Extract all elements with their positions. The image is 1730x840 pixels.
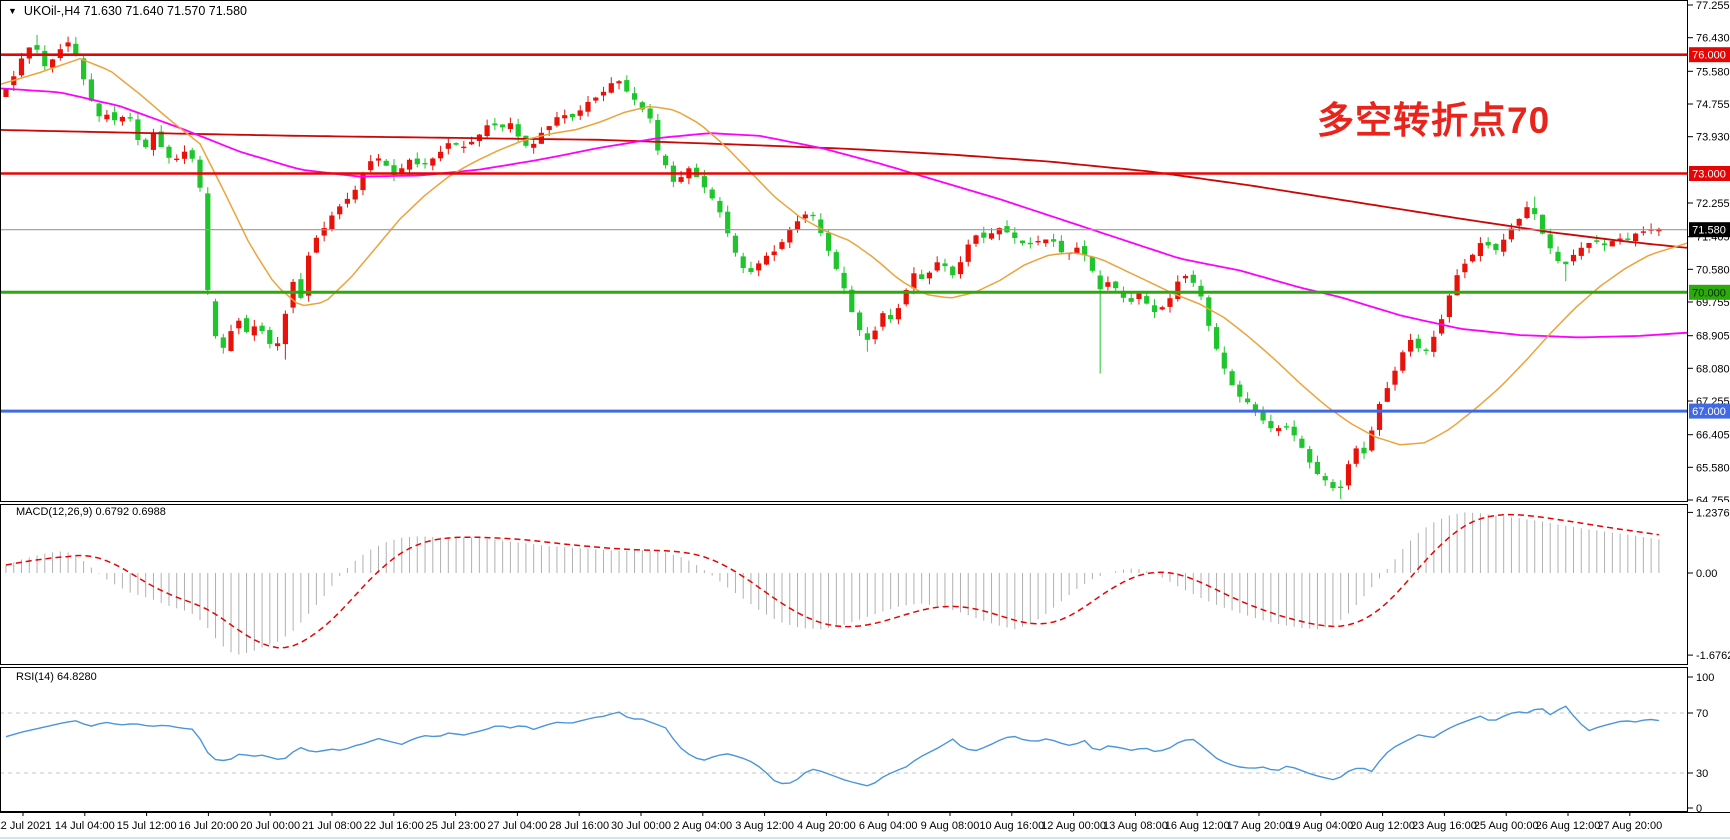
rsi-label: RSI(14) 64.8280	[16, 671, 97, 683]
time-axis[interactable]: 12 Jul 2021 14 Jul 04:00 15 Jul 12:00 16 Ju…	[0, 812, 1730, 840]
rsi-axis-labels: 100 70 30 0	[1688, 672, 1714, 812]
window-bottom-strip	[0, 837, 1730, 839]
svg-text:68.080: 68.080	[1696, 363, 1730, 375]
svg-text:12 Aug 00:00: 12 Aug 00:00	[1041, 820, 1106, 832]
horizontal-level-lines[interactable]	[0, 53, 1688, 413]
rsi-line	[5, 705, 1659, 787]
svg-text:66.405: 66.405	[1696, 430, 1730, 442]
svg-text:70.580: 70.580	[1696, 264, 1730, 276]
svg-text:75.580: 75.580	[1696, 66, 1730, 78]
svg-text:27 Jul 04:00: 27 Jul 04:00	[487, 820, 547, 832]
svg-text:9 Aug 08:00: 9 Aug 08:00	[921, 820, 980, 832]
svg-text:13 Aug 08:00: 13 Aug 08:00	[1103, 820, 1168, 832]
svg-text:25 Aug 00:00: 25 Aug 00:00	[1474, 820, 1539, 832]
svg-text:20 Aug 12:00: 20 Aug 12:00	[1350, 820, 1415, 832]
svg-text:68.905: 68.905	[1696, 331, 1730, 343]
rsi-level-lines	[0, 712, 1688, 774]
svg-text:27 Aug 20:00: 27 Aug 20:00	[1597, 820, 1662, 832]
chart-title-bar: ▼ UKOil-,H4 71.630 71.640 71.570 71.580	[8, 4, 247, 18]
svg-text:76.430: 76.430	[1696, 33, 1730, 45]
rsi-panel[interactable]: 100 70 30 0	[0, 667, 1730, 812]
symbol-dropdown-icon[interactable]: ▼	[8, 6, 17, 16]
svg-text:70: 70	[1696, 708, 1708, 720]
svg-text:23 Aug 16:00: 23 Aug 16:00	[1412, 820, 1477, 832]
svg-text:20 Jul 00:00: 20 Jul 00:00	[240, 820, 300, 832]
svg-text:25 Jul 23:00: 25 Jul 23:00	[426, 820, 486, 832]
svg-text:3 Aug 12:00: 3 Aug 12:00	[735, 820, 794, 832]
svg-text:-1.6762: -1.6762	[1696, 650, 1730, 662]
price-line-badges: 76.000 73.000 70.000 67.000 71.580	[1689, 47, 1730, 419]
time-axis-labels: 12 Jul 2021 14 Jul 04:00 15 Jul 12:00 16 Ju…	[0, 812, 1662, 832]
macd-label: MACD(12,26,9) 0.6792 0.6988	[16, 506, 166, 518]
svg-text:30 Jul 00:00: 30 Jul 00:00	[611, 820, 671, 832]
svg-text:73.000: 73.000	[1692, 169, 1726, 181]
main-chart-panel[interactable]: 77.25576.43075.58074.75573.93072.25571.4…	[0, 0, 1730, 502]
svg-text:21 Jul 08:00: 21 Jul 08:00	[302, 820, 362, 832]
svg-text:71.580: 71.580	[1692, 225, 1726, 237]
macd-panel-border	[0, 504, 1688, 665]
svg-text:73.930: 73.930	[1696, 132, 1730, 144]
ma-medium-line	[0, 87, 1689, 339]
svg-text:26 Aug 12:00: 26 Aug 12:00	[1536, 820, 1601, 832]
svg-text:17 Aug 20:00: 17 Aug 20:00	[1227, 820, 1292, 832]
svg-text:70.000: 70.000	[1692, 287, 1726, 299]
svg-text:22 Jul 16:00: 22 Jul 16:00	[364, 820, 424, 832]
macd-histogram	[5, 512, 1660, 655]
svg-text:16 Aug 12:00: 16 Aug 12:00	[1165, 820, 1230, 832]
svg-text:15 Jul 12:00: 15 Jul 12:00	[117, 820, 177, 832]
svg-text:28 Jul 16:00: 28 Jul 16:00	[549, 820, 609, 832]
svg-text:6 Aug 04:00: 6 Aug 04:00	[859, 820, 918, 832]
svg-text:72.255: 72.255	[1696, 198, 1730, 210]
svg-text:0: 0	[1696, 803, 1702, 812]
macd-signal-line	[5, 513, 1659, 649]
svg-text:1.2376: 1.2376	[1696, 507, 1730, 519]
svg-text:14 Jul 04:00: 14 Jul 04:00	[55, 820, 115, 832]
svg-text:74.755: 74.755	[1696, 99, 1730, 111]
svg-text:100: 100	[1696, 672, 1714, 684]
svg-text:12 Jul 2021: 12 Jul 2021	[0, 820, 51, 832]
ma-slow-line	[0, 129, 1689, 249]
rsi-panel-border	[0, 667, 1688, 812]
macd-axis-labels: 1.2376 0.00 -1.6762	[1688, 507, 1730, 662]
main-panel-border	[0, 0, 1688, 502]
svg-text:30: 30	[1696, 768, 1708, 780]
svg-text:77.255: 77.255	[1696, 0, 1730, 12]
svg-text:4 Aug 20:00: 4 Aug 20:00	[797, 820, 856, 832]
svg-text:0.00: 0.00	[1696, 568, 1717, 580]
svg-text:2 Aug 04:00: 2 Aug 04:00	[673, 820, 732, 832]
svg-text:67.000: 67.000	[1692, 406, 1726, 418]
svg-text:65.580: 65.580	[1696, 462, 1730, 474]
svg-text:10 Aug 16:00: 10 Aug 16:00	[979, 820, 1044, 832]
svg-text:69.755: 69.755	[1696, 297, 1730, 309]
candlesticks	[3, 34, 1662, 499]
price-axis-labels: 77.25576.43075.58074.75573.93072.25571.4…	[1688, 0, 1730, 502]
ma-fast-line	[0, 57, 1689, 446]
svg-text:76.000: 76.000	[1692, 50, 1726, 62]
macd-panel[interactable]: 1.2376 0.00 -1.6762	[0, 502, 1730, 667]
annotation-text: 多空转折点70	[1317, 100, 1551, 141]
svg-text:16 Jul 20:00: 16 Jul 20:00	[178, 820, 238, 832]
chart-title: UKOil-,H4 71.630 71.640 71.570 71.580	[23, 4, 247, 18]
svg-text:19 Aug 04:00: 19 Aug 04:00	[1288, 820, 1353, 832]
svg-text:64.755: 64.755	[1696, 495, 1730, 502]
